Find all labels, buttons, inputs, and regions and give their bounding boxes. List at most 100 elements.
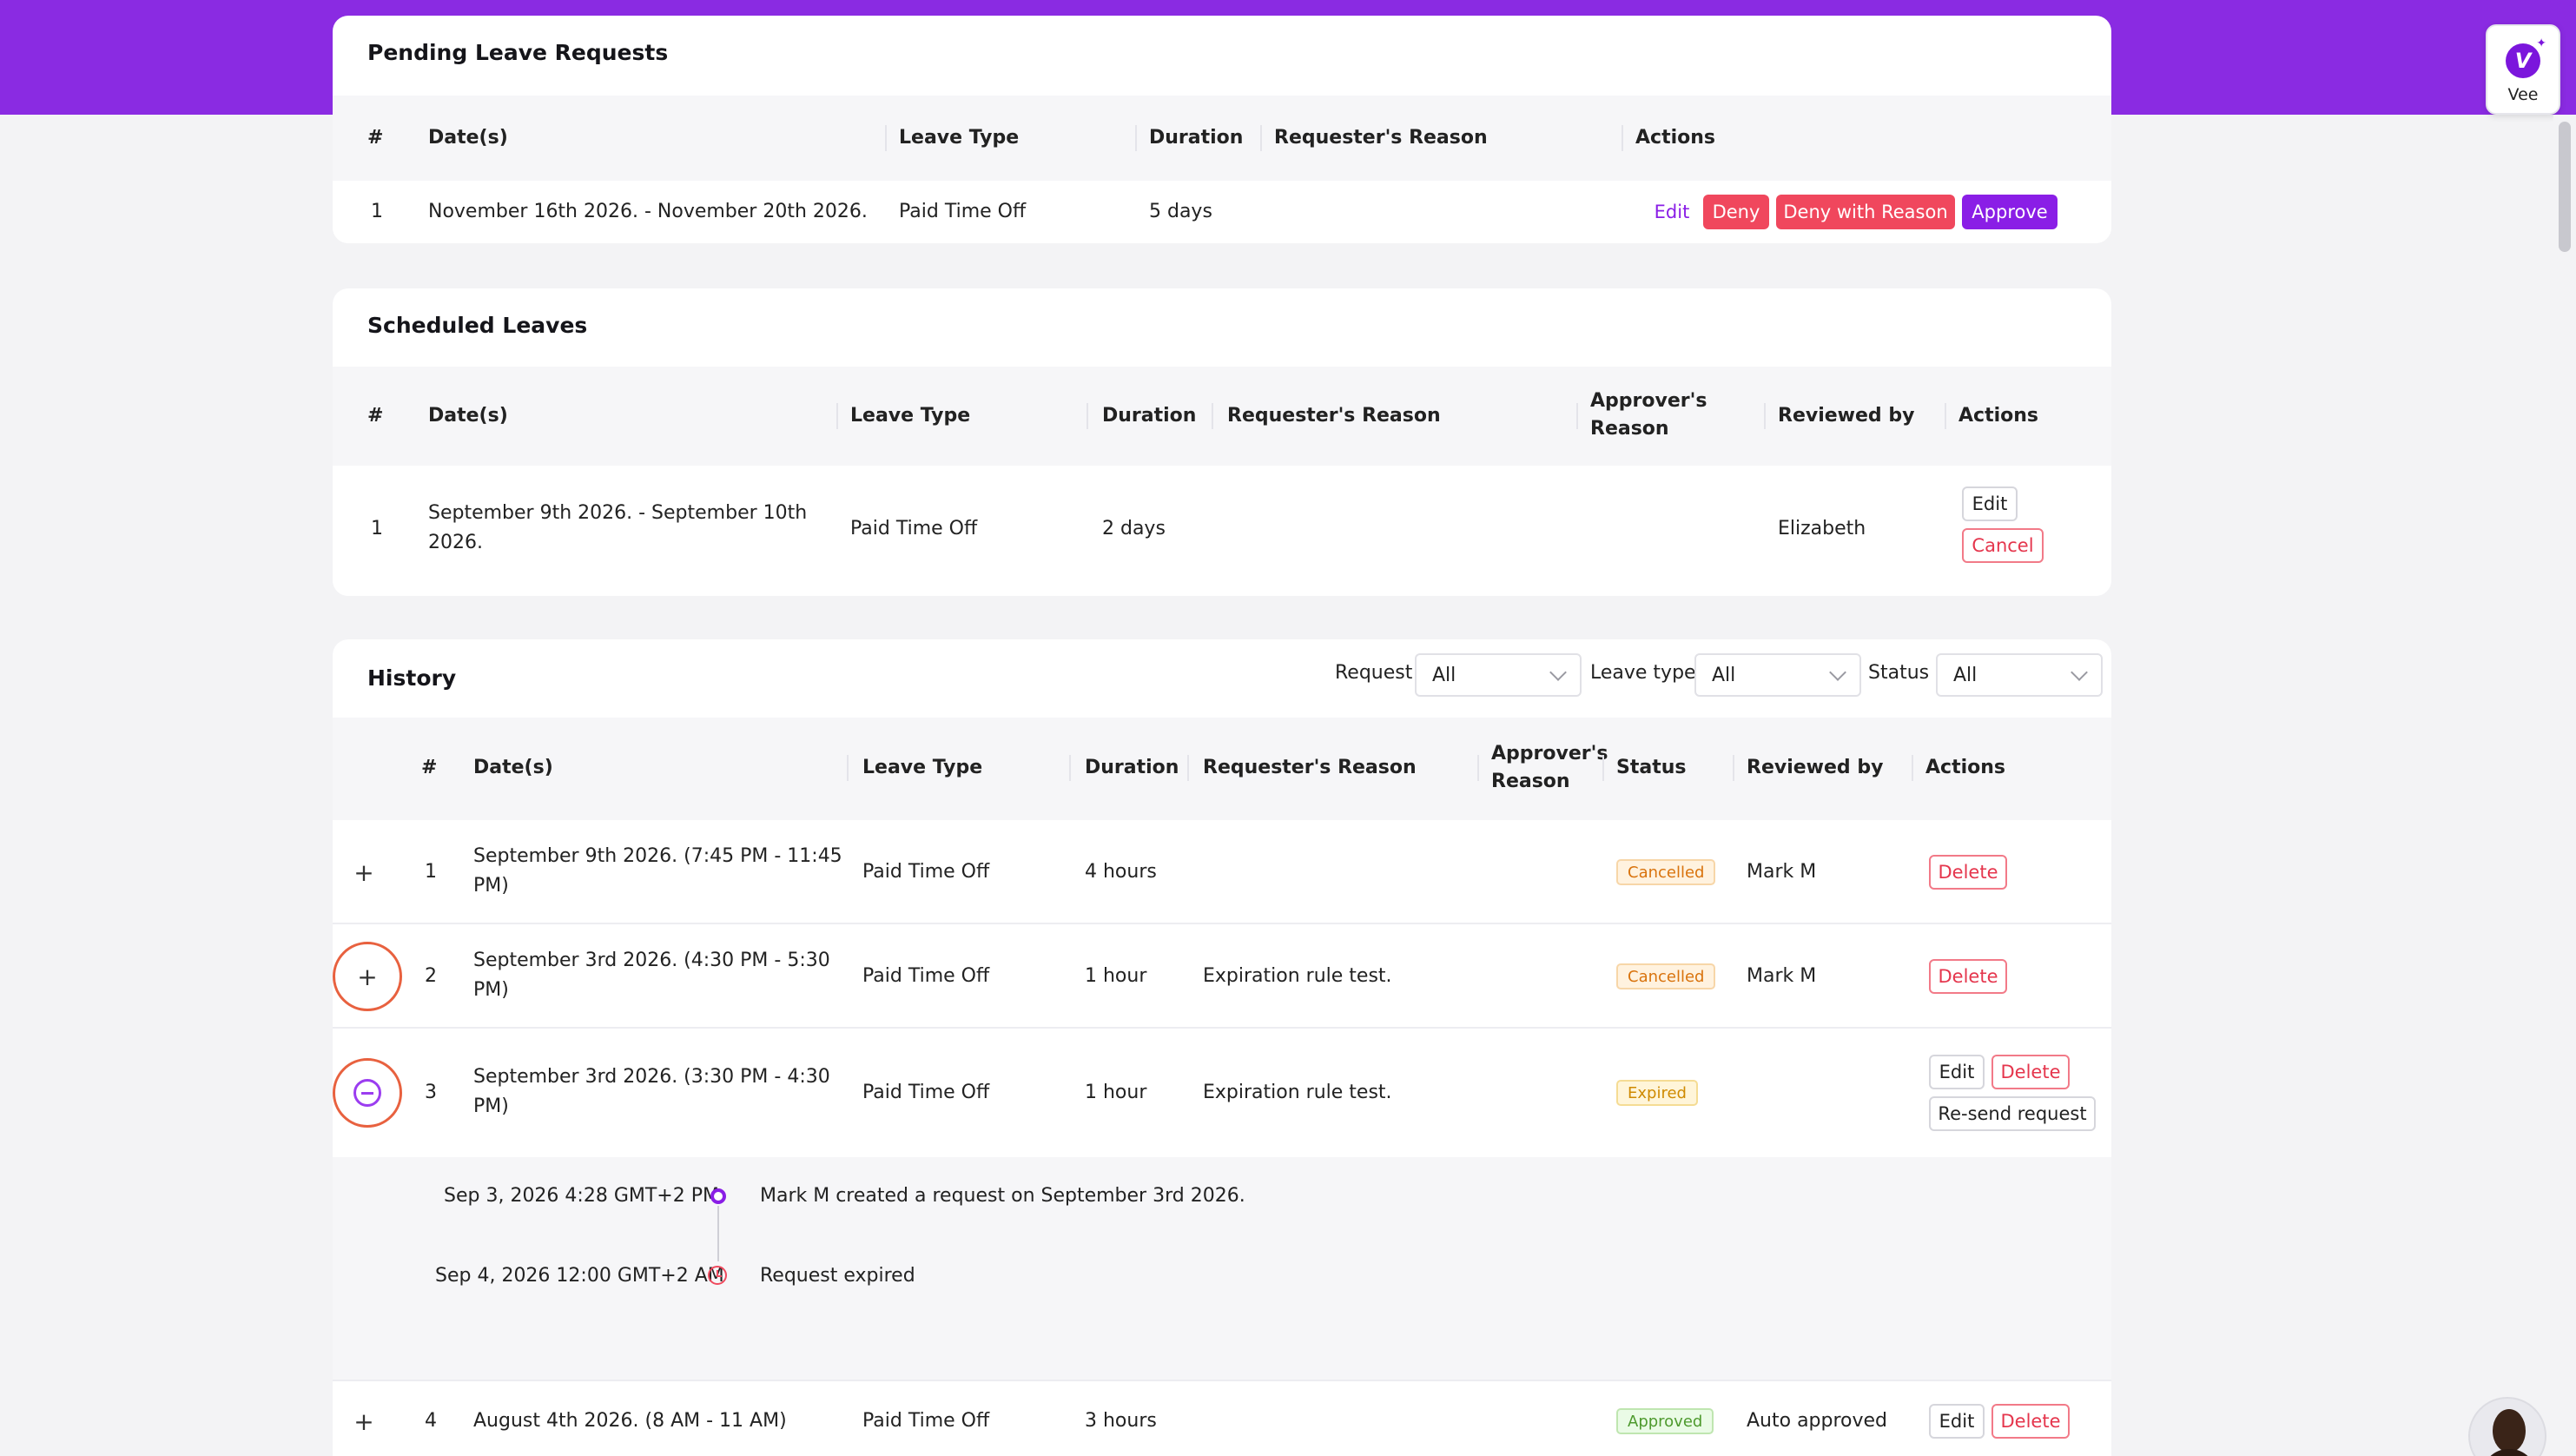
col-divider xyxy=(1945,403,1946,429)
history-table-header: # Date(s) Leave Type Duration Requester'… xyxy=(333,718,2111,820)
timeline-event: Mark M created a request on September 3r… xyxy=(760,1185,1245,1207)
col-leave-type: Leave Type xyxy=(862,757,983,778)
row-dates: November 16th 2026. - November 20th 2026… xyxy=(428,201,868,222)
timeline-time: Sep 4, 2026 12:00 GMT+2 AM xyxy=(435,1265,724,1287)
row-dates: September 9th 2026. (7:45 PM - 11:45 PM) xyxy=(473,842,842,901)
row-number: 1 xyxy=(371,201,383,222)
status-filter-value: All xyxy=(1953,664,1978,686)
scrollbar-thumb[interactable] xyxy=(2559,122,2571,252)
row-duration: 5 days xyxy=(1149,201,1212,222)
table-row: + 2 September 3rd 2026. (4:30 PM - 5:30 … xyxy=(333,924,2111,1029)
edit-button[interactable]: Edit xyxy=(1646,195,1698,229)
edit-button[interactable]: Edit xyxy=(1962,486,2018,521)
avatar-head-shape xyxy=(2493,1409,2526,1453)
expand-row-button[interactable]: + xyxy=(353,857,374,887)
deny-with-reason-button[interactable]: Deny with Reason xyxy=(1776,195,1955,229)
delete-button[interactable]: Delete xyxy=(1929,959,2007,994)
row-leave-type: Paid Time Off xyxy=(862,1082,990,1103)
status-badge: Expired xyxy=(1616,1080,1698,1106)
history-card: History Request All Leave type All Statu… xyxy=(333,639,2111,1456)
row-number: 4 xyxy=(425,1410,437,1432)
scrollbar-track[interactable] xyxy=(2553,115,2576,1456)
edit-button[interactable]: Edit xyxy=(1929,1055,1985,1089)
highlight-ring xyxy=(333,1058,402,1128)
history-title: History xyxy=(367,665,457,691)
row-dates-line2: PM) xyxy=(473,1095,509,1117)
col-divider xyxy=(1733,755,1734,781)
row-duration: 3 hours xyxy=(1085,1410,1157,1432)
edit-button[interactable]: Edit xyxy=(1929,1404,1985,1439)
col-divider xyxy=(1622,125,1623,151)
table-row: + 4 August 4th 2026. (8 AM - 11 AM) Paid… xyxy=(333,1380,2111,1456)
row-dates: September 9th 2026. - September 10th 202… xyxy=(428,499,807,558)
chevron-down-icon xyxy=(1549,664,1567,681)
pending-requests-title: Pending Leave Requests xyxy=(367,40,669,65)
leave-type-filter-label: Leave type xyxy=(1590,662,1696,684)
col-approver-reason: Approver's Reason xyxy=(1491,740,1608,796)
timeline-dot-icon xyxy=(710,1188,726,1204)
expand-row-button[interactable]: + xyxy=(353,1406,374,1436)
request-filter-value: All xyxy=(1432,664,1456,686)
request-filter-select[interactable]: All xyxy=(1415,653,1582,697)
status-filter-select[interactable]: All xyxy=(1936,653,2103,697)
avatar-body-shape xyxy=(2482,1449,2536,1456)
row-number: 1 xyxy=(425,861,437,883)
status-filter-label: Status xyxy=(1868,662,1930,684)
col-divider xyxy=(1602,755,1604,781)
col-num: # xyxy=(421,757,438,778)
col-divider xyxy=(885,125,887,151)
delete-button[interactable]: Delete xyxy=(1991,1404,2070,1439)
col-divider xyxy=(1187,755,1189,781)
avatar[interactable] xyxy=(2468,1397,2546,1456)
col-requester-reason: Requester's Reason xyxy=(1227,405,1441,427)
row-dates-line2: PM) xyxy=(473,875,509,897)
timeline-event: Request expired xyxy=(760,1265,915,1287)
scheduled-leaves-title: Scheduled Leaves xyxy=(367,313,588,338)
col-duration: Duration xyxy=(1102,405,1197,427)
row-dates-line1: September 9th 2026. (7:45 PM - 11:45 xyxy=(473,845,842,867)
timeline-time: Sep 3, 2026 4:28 GMT+2 PM xyxy=(444,1185,719,1207)
leave-type-filter-select[interactable]: All xyxy=(1694,653,1861,697)
col-leave-type: Leave Type xyxy=(899,127,1020,149)
row-dates: September 3rd 2026. (3:30 PM - 4:30 PM) xyxy=(473,1062,830,1122)
request-filter-label: Request xyxy=(1335,662,1413,684)
vee-logo-icon: V xyxy=(2506,43,2540,78)
row-number: 1 xyxy=(371,518,383,539)
cancel-button[interactable]: Cancel xyxy=(1962,528,2044,563)
col-num: # xyxy=(367,127,384,149)
row-leave-type: Paid Time Off xyxy=(862,965,990,987)
row-dates-line2: 2026. xyxy=(428,532,483,553)
vee-assistant-button[interactable]: ✦ V Vee xyxy=(2486,24,2560,115)
col-divider xyxy=(1576,403,1578,429)
highlight-ring xyxy=(333,942,402,1011)
expand-row-button[interactable]: + xyxy=(357,962,378,991)
row-duration: 4 hours xyxy=(1085,861,1157,883)
collapse-row-button[interactable] xyxy=(353,1079,381,1107)
delete-button[interactable]: Delete xyxy=(1991,1055,2070,1089)
col-divider xyxy=(1069,755,1071,781)
col-requester-reason: Requester's Reason xyxy=(1274,127,1488,149)
sparkle-icon: ✦ xyxy=(2536,36,2546,50)
col-approver-reason-line1: Approver's xyxy=(1590,390,1707,412)
col-duration: Duration xyxy=(1149,127,1244,149)
table-row: 3 September 3rd 2026. (3:30 PM - 4:30 PM… xyxy=(333,1029,2111,1157)
row-dates-line1: September 9th 2026. - September 10th xyxy=(428,502,808,524)
col-divider xyxy=(836,403,838,429)
col-reviewed-by: Reviewed by xyxy=(1747,757,1884,778)
row-reviewed-by: Mark M xyxy=(1747,965,1817,987)
delete-button[interactable]: Delete xyxy=(1929,855,2007,890)
timeline-connector xyxy=(717,1206,719,1261)
deny-button[interactable]: Deny xyxy=(1703,195,1769,229)
row-duration: 1 hour xyxy=(1085,965,1147,987)
row-dates: September 3rd 2026. (4:30 PM - 5:30 PM) xyxy=(473,946,830,1005)
col-actions: Actions xyxy=(1958,405,2038,427)
col-divider xyxy=(847,755,849,781)
approve-button[interactable]: Approve xyxy=(1962,195,2057,229)
row-leave-type: Paid Time Off xyxy=(899,201,1027,222)
scheduled-leaves-card: Scheduled Leaves # Date(s) Leave Type Du… xyxy=(333,288,2111,596)
col-actions: Actions xyxy=(1925,757,2005,778)
col-dates: Date(s) xyxy=(473,757,553,778)
col-divider xyxy=(1260,125,1262,151)
resend-request-button[interactable]: Re-send request xyxy=(1929,1096,2096,1131)
leave-type-filter-value: All xyxy=(1712,664,1736,686)
